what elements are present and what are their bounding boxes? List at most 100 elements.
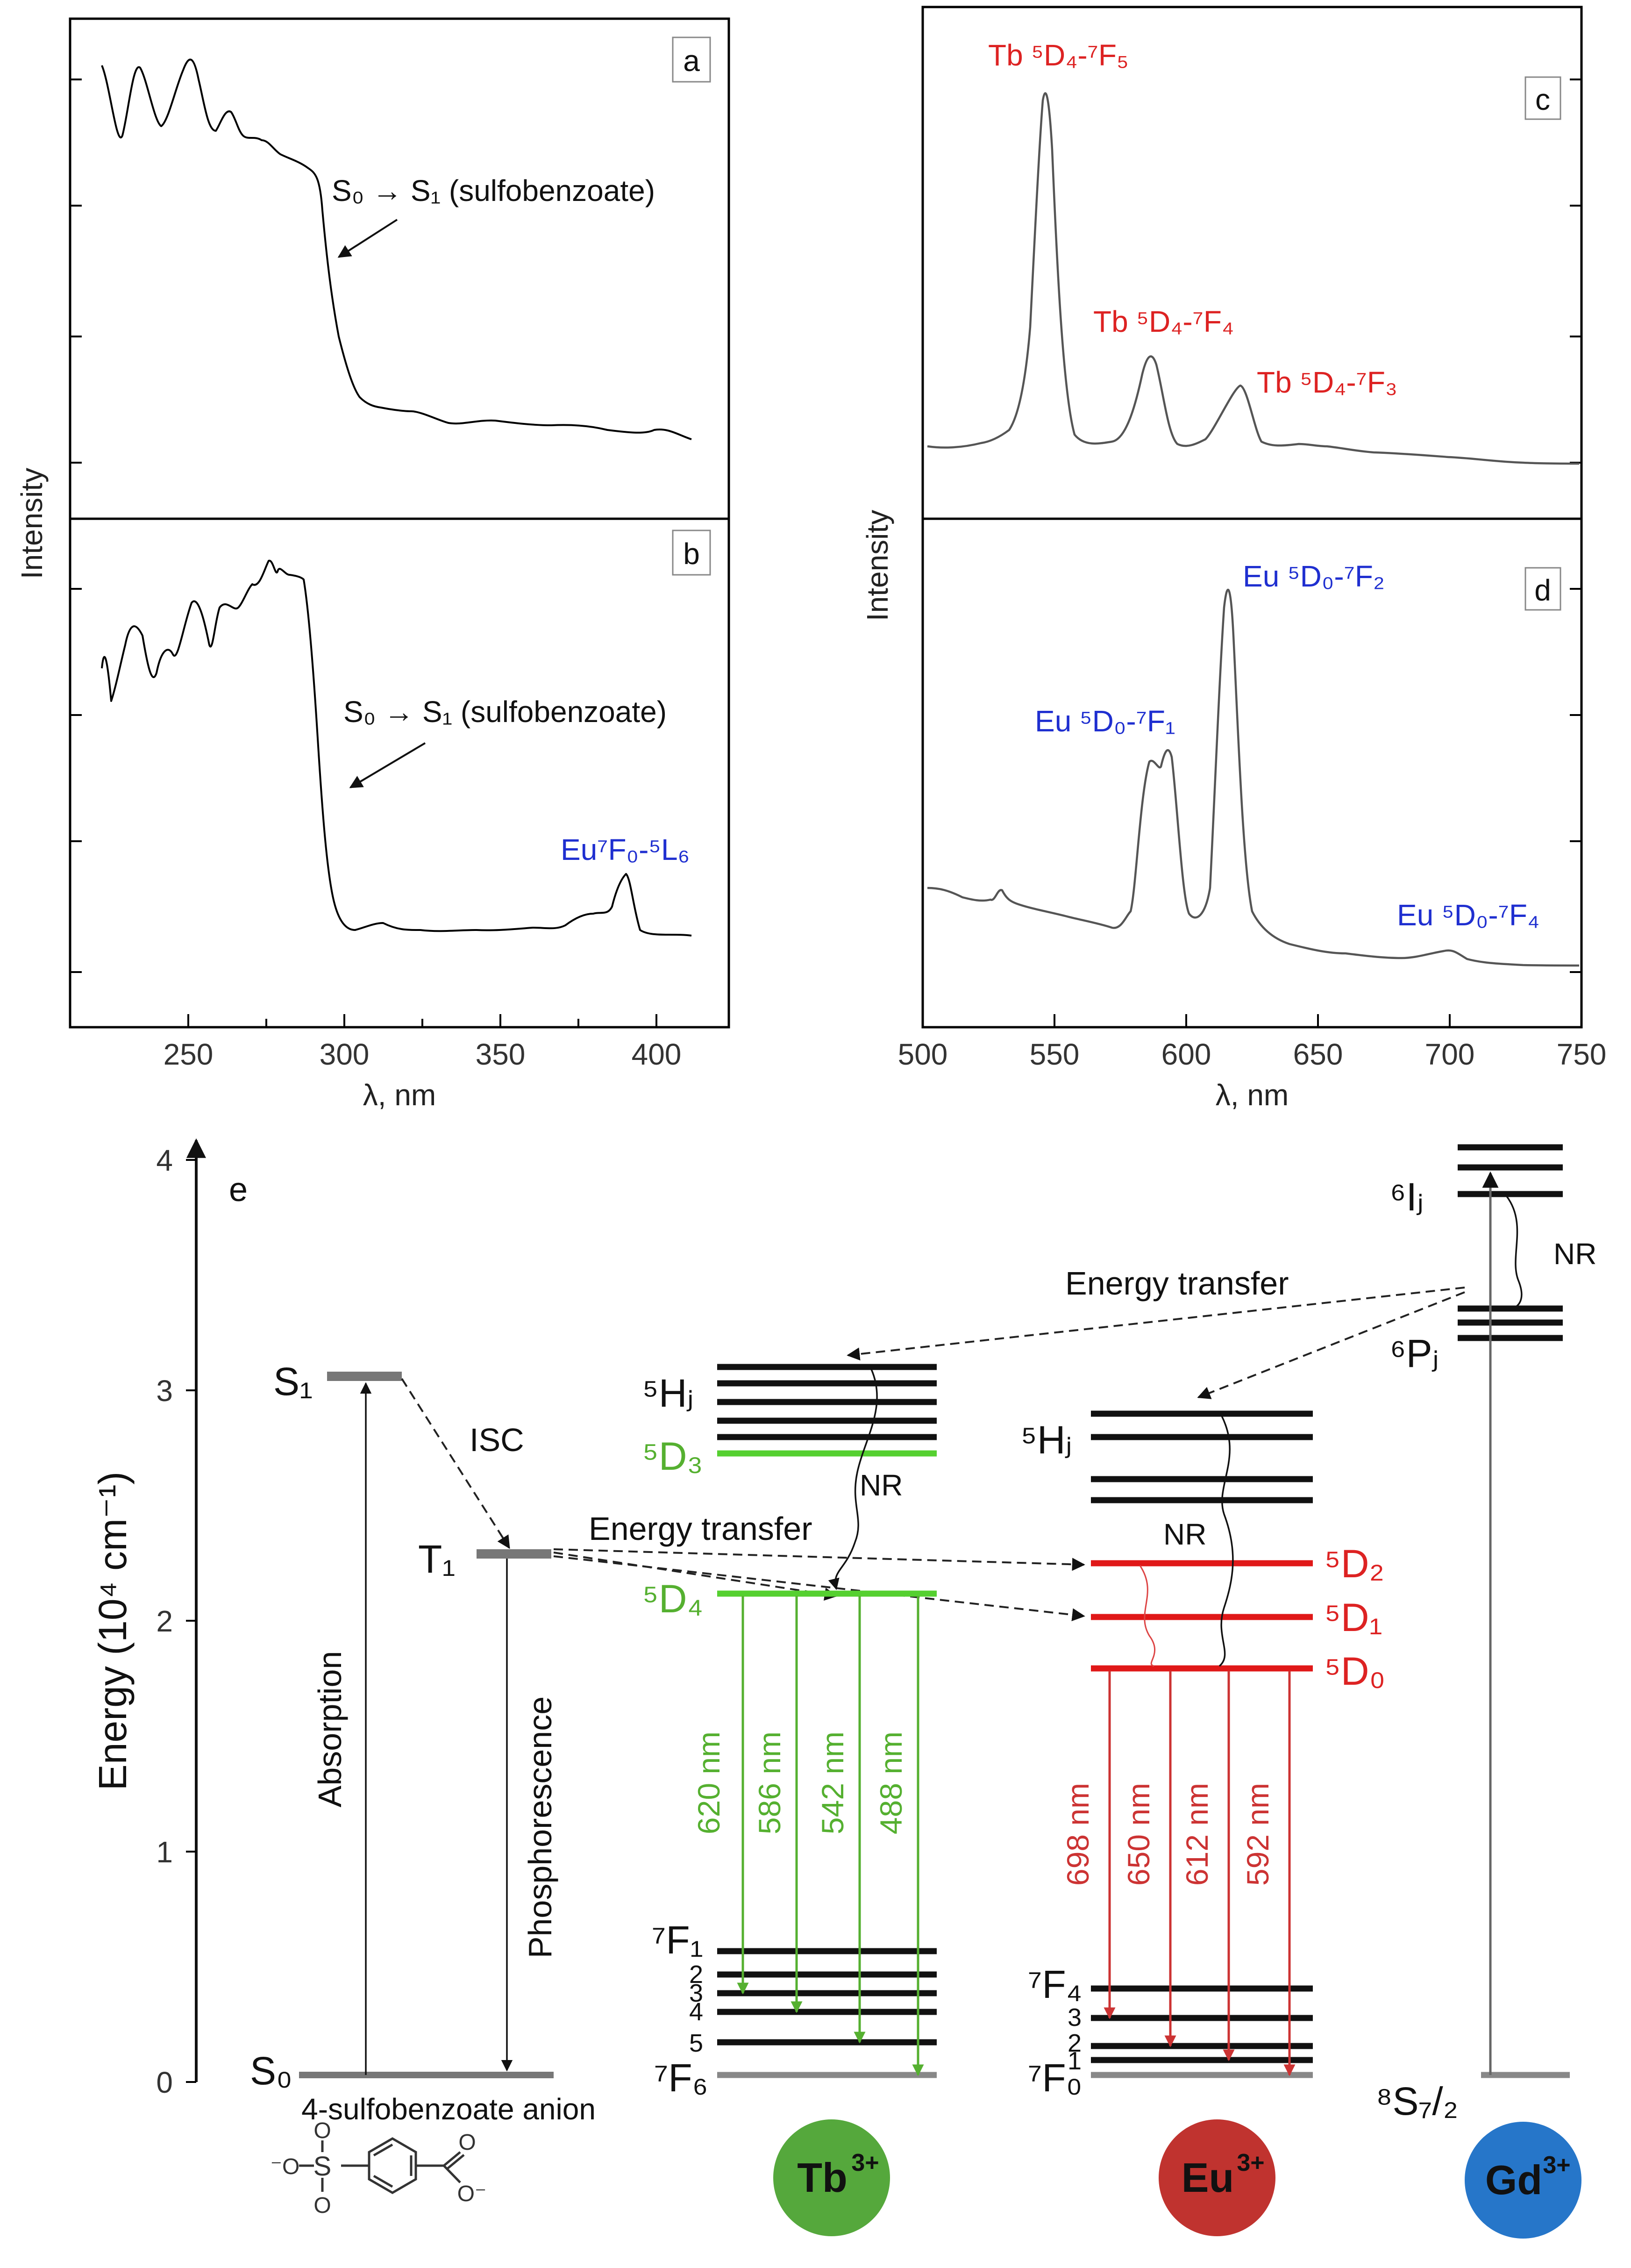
tb-sub-4: 4: [689, 1998, 703, 2026]
gd-ion-badge: [1465, 2122, 1581, 2239]
eu-red-nr-path: [1139, 1565, 1156, 1667]
eu-wl-650: 650 nm: [1121, 1783, 1156, 1886]
tb-h-level: ⁵Hⱼ: [642, 1371, 694, 1415]
eu-nr-path: [1218, 1416, 1234, 1667]
panel-a-annotation: S₀ → S₁ (sulfobenzoate): [332, 174, 655, 207]
tb-f6-level: ⁷F₆: [654, 2056, 708, 2100]
eu-wl-592: 592 nm: [1240, 1783, 1275, 1886]
panel-ab: 250 300 350 400 λ, nm Intensity a b S₀ →…: [15, 17, 730, 1112]
panel-e-letter: e: [229, 1171, 248, 1209]
eu-sub-3: 3: [1068, 2003, 1082, 2032]
sulfur-atom: S: [313, 2151, 332, 2182]
panel-d-letter: d: [1534, 573, 1551, 607]
eu-emission-arrows: [1104, 1671, 1296, 2076]
tb-sub-3: 3: [689, 1979, 703, 2007]
gd-to-eu-transfer: [1197, 1291, 1465, 1399]
eu-d2-level: ⁵D₂: [1325, 1542, 1384, 1586]
oxygen-minus-right: O⁻: [457, 2182, 487, 2206]
tb-levels: [717, 1364, 937, 2078]
panel-b-letter: b: [683, 537, 700, 571]
tick-400: 400: [632, 1037, 682, 1071]
gd-ion-symbol: Gd: [1485, 2157, 1542, 2203]
eu-d0-level: ⁵D₀: [1325, 1649, 1385, 1693]
panel-d-peak-3: Eu ⁵D₀-⁷F₄: [1397, 898, 1539, 932]
panel-a-letter: a: [683, 44, 700, 78]
panel-ab-frame: [69, 17, 730, 1029]
left-ylabel: Intensity: [15, 468, 49, 579]
gd-i-level: ⁶Iⱼ: [1390, 1175, 1424, 1219]
tick-300: 300: [320, 1037, 370, 1071]
tb-emission-arrows: [737, 1596, 924, 2076]
panel-d-letter-box: [1524, 567, 1561, 611]
panel-cd: 500 550 600 650 700 750 λ, nm Intensity …: [861, 6, 1607, 1112]
energy-transfer-to-tb-d4: [553, 1552, 838, 1601]
right-xlabel: λ, nm: [1216, 1078, 1289, 1112]
tick-700: 700: [1425, 1037, 1475, 1071]
oxygen-bottom: O: [313, 2193, 331, 2218]
ligand-s1-label: S₁: [273, 1359, 313, 1403]
eu-ion-symbol: Eu: [1182, 2154, 1234, 2201]
oxygen-minus-left: ⁻O: [271, 2154, 300, 2179]
eu-sub-2: 2: [1068, 2029, 1082, 2057]
sulfobenzoate-structure: [299, 2137, 465, 2194]
eu-f4-level: ⁷F₄: [1028, 1962, 1082, 2006]
tb-d3-level: ⁵D₃: [642, 1434, 703, 1478]
panel-c-peak-2: Tb ⁵D₄-⁷F₄: [1093, 305, 1234, 338]
eu-d1-level: ⁵D₁: [1325, 1595, 1382, 1639]
panel-b-annotation: S₀ → S₁ (sulfobenzoate): [343, 695, 667, 729]
tb-nr-label: NR: [860, 1468, 903, 1502]
tb-nr-path: [828, 1369, 878, 1590]
panel-e: e 0 1 2 3 4 Energy (10⁴ cm⁻¹) S₀ S₁ T₁ A…: [91, 1138, 1596, 2239]
eu-levels: [1091, 1410, 1313, 2078]
panel-b-letter-box: [672, 529, 711, 576]
eu-ion-badge: [1159, 2119, 1275, 2236]
spectrum-a: [101, 58, 692, 440]
panel-cd-ticks: [922, 79, 1581, 1027]
tb-wl-488: 488 nm: [874, 1731, 908, 1834]
tb-sub-5: 5: [689, 2029, 703, 2057]
tb-sub-2: 2: [689, 1960, 703, 1989]
isc-arrow: [401, 1378, 510, 1549]
gd-p-level: ⁶Pⱼ: [1390, 1331, 1439, 1375]
eu-h-level: ⁵Hⱼ: [1021, 1418, 1072, 1462]
gd-to-tb-transfer: [847, 1287, 1465, 1361]
spectrum-b: [101, 559, 692, 937]
tick-350: 350: [476, 1037, 526, 1071]
tick-650: 650: [1293, 1037, 1343, 1071]
eu-nr-label: NR: [1163, 1517, 1206, 1551]
tick-750: 750: [1557, 1037, 1607, 1071]
energy-transfer-label-1: Energy transfer: [589, 1510, 812, 1547]
oxygen-carbonyl: O: [458, 2130, 476, 2155]
etick-2: 2: [156, 1604, 173, 1638]
phosphorescence-label: Phosphorescence: [522, 1696, 558, 1958]
gd-levels: [1458, 1144, 1570, 2078]
tick-600: 600: [1161, 1037, 1211, 1071]
panel-b-arrow: [349, 742, 426, 788]
spectrum-c: [927, 92, 1580, 465]
tb-ion-charge: 3+: [851, 2149, 879, 2176]
etick-1: 1: [156, 1835, 173, 1869]
panel-ab-yticks: [70, 79, 82, 973]
ligand-t1-label: T₁: [418, 1537, 456, 1581]
energy-transfer-to-eu-d2: [553, 1548, 1085, 1571]
tb-ion-badge: [773, 2119, 890, 2236]
energy-transfer-label-2: Energy transfer: [1065, 1265, 1289, 1302]
panel-c-letter: c: [1535, 83, 1550, 116]
absorption-label: Absorption: [312, 1651, 348, 1808]
anion-label: 4-sulfobenzoate anion: [301, 2092, 596, 2126]
gd-ion-charge: 3+: [1543, 2152, 1570, 2179]
tb-f1-level: ⁷F₁: [652, 1918, 703, 1962]
eu-wl-698: 698 nm: [1061, 1783, 1095, 1886]
tick-250: 250: [164, 1037, 214, 1071]
panel-c-peak-1: Tb ⁵D₄-⁷F₅: [988, 38, 1129, 72]
panel-d-peak-1: Eu ⁵D₀-⁷F₂: [1243, 559, 1385, 593]
panel-c-peak-3: Tb ⁵D₄-⁷F₃: [1257, 365, 1397, 399]
etick-3: 3: [156, 1374, 173, 1408]
spectrum-d: [927, 588, 1580, 967]
oxygen-top: O: [313, 2118, 331, 2143]
tb-wl-542: 542 nm: [815, 1731, 850, 1834]
panel-d-peak-2: Eu ⁵D₀-⁷F₁: [1035, 704, 1175, 738]
tb-ion-symbol: Tb: [797, 2154, 848, 2201]
panel-ab-xticks: [187, 1014, 657, 1027]
